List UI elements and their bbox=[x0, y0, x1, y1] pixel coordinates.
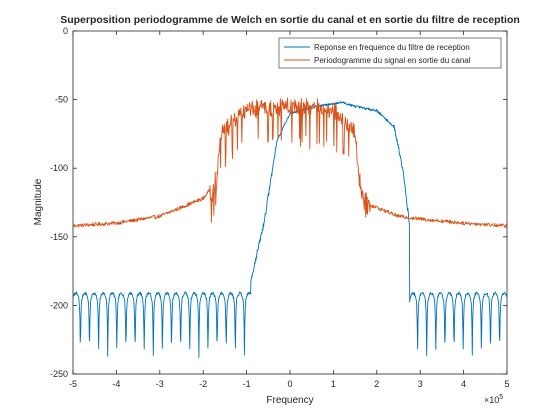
x-tick-label: 2 bbox=[374, 379, 379, 389]
x-axis-exponent-power: 5 bbox=[499, 394, 503, 401]
x-tick-label: -5 bbox=[69, 379, 77, 389]
x-tick-label: 5 bbox=[504, 379, 509, 389]
legend-label-filter: Reponse en frequence du filtre de recept… bbox=[314, 43, 470, 52]
y-tick-label: -50 bbox=[55, 95, 68, 105]
x-tick-label: 1 bbox=[331, 379, 336, 389]
legend-label-channel: Periodogramme du signal en sortie du can… bbox=[314, 56, 471, 65]
plot-frame bbox=[72, 30, 508, 375]
series-layer bbox=[73, 97, 507, 358]
x-axis-exponent: ×105 bbox=[484, 394, 503, 405]
axis-layer: -5 -4 -3 -2 -1 0 1 2 3 4 5 -250 -200 -150 -100 -50 0 bbox=[50, 26, 510, 389]
x-axis-exponent-base: ×10 bbox=[484, 395, 499, 405]
chart-title: Superposition periodogramme de Welch en … bbox=[60, 14, 520, 26]
legend: Reponse en frequence du filtre de recept… bbox=[278, 37, 502, 69]
x-tick-label: 3 bbox=[418, 379, 423, 389]
x-axis-label: Frequency bbox=[266, 395, 313, 406]
y-tick-label: -150 bbox=[50, 232, 68, 242]
x-tick-label: 0 bbox=[287, 379, 292, 389]
x-tick-label: -3 bbox=[156, 379, 164, 389]
x-tick-label: -2 bbox=[199, 379, 207, 389]
y-tick-label: -100 bbox=[50, 163, 68, 173]
x-tick-label: 4 bbox=[461, 379, 466, 389]
series-line-channel-periodogram bbox=[73, 97, 507, 228]
legend-box bbox=[278, 37, 502, 69]
y-tick-label: -250 bbox=[50, 369, 68, 379]
y-axis-label: Magnitude bbox=[33, 178, 44, 225]
x-tick-label: -4 bbox=[112, 379, 120, 389]
y-tick-label: -200 bbox=[50, 300, 68, 310]
y-tick-label: 0 bbox=[63, 26, 68, 36]
x-tick-label: -1 bbox=[243, 379, 251, 389]
